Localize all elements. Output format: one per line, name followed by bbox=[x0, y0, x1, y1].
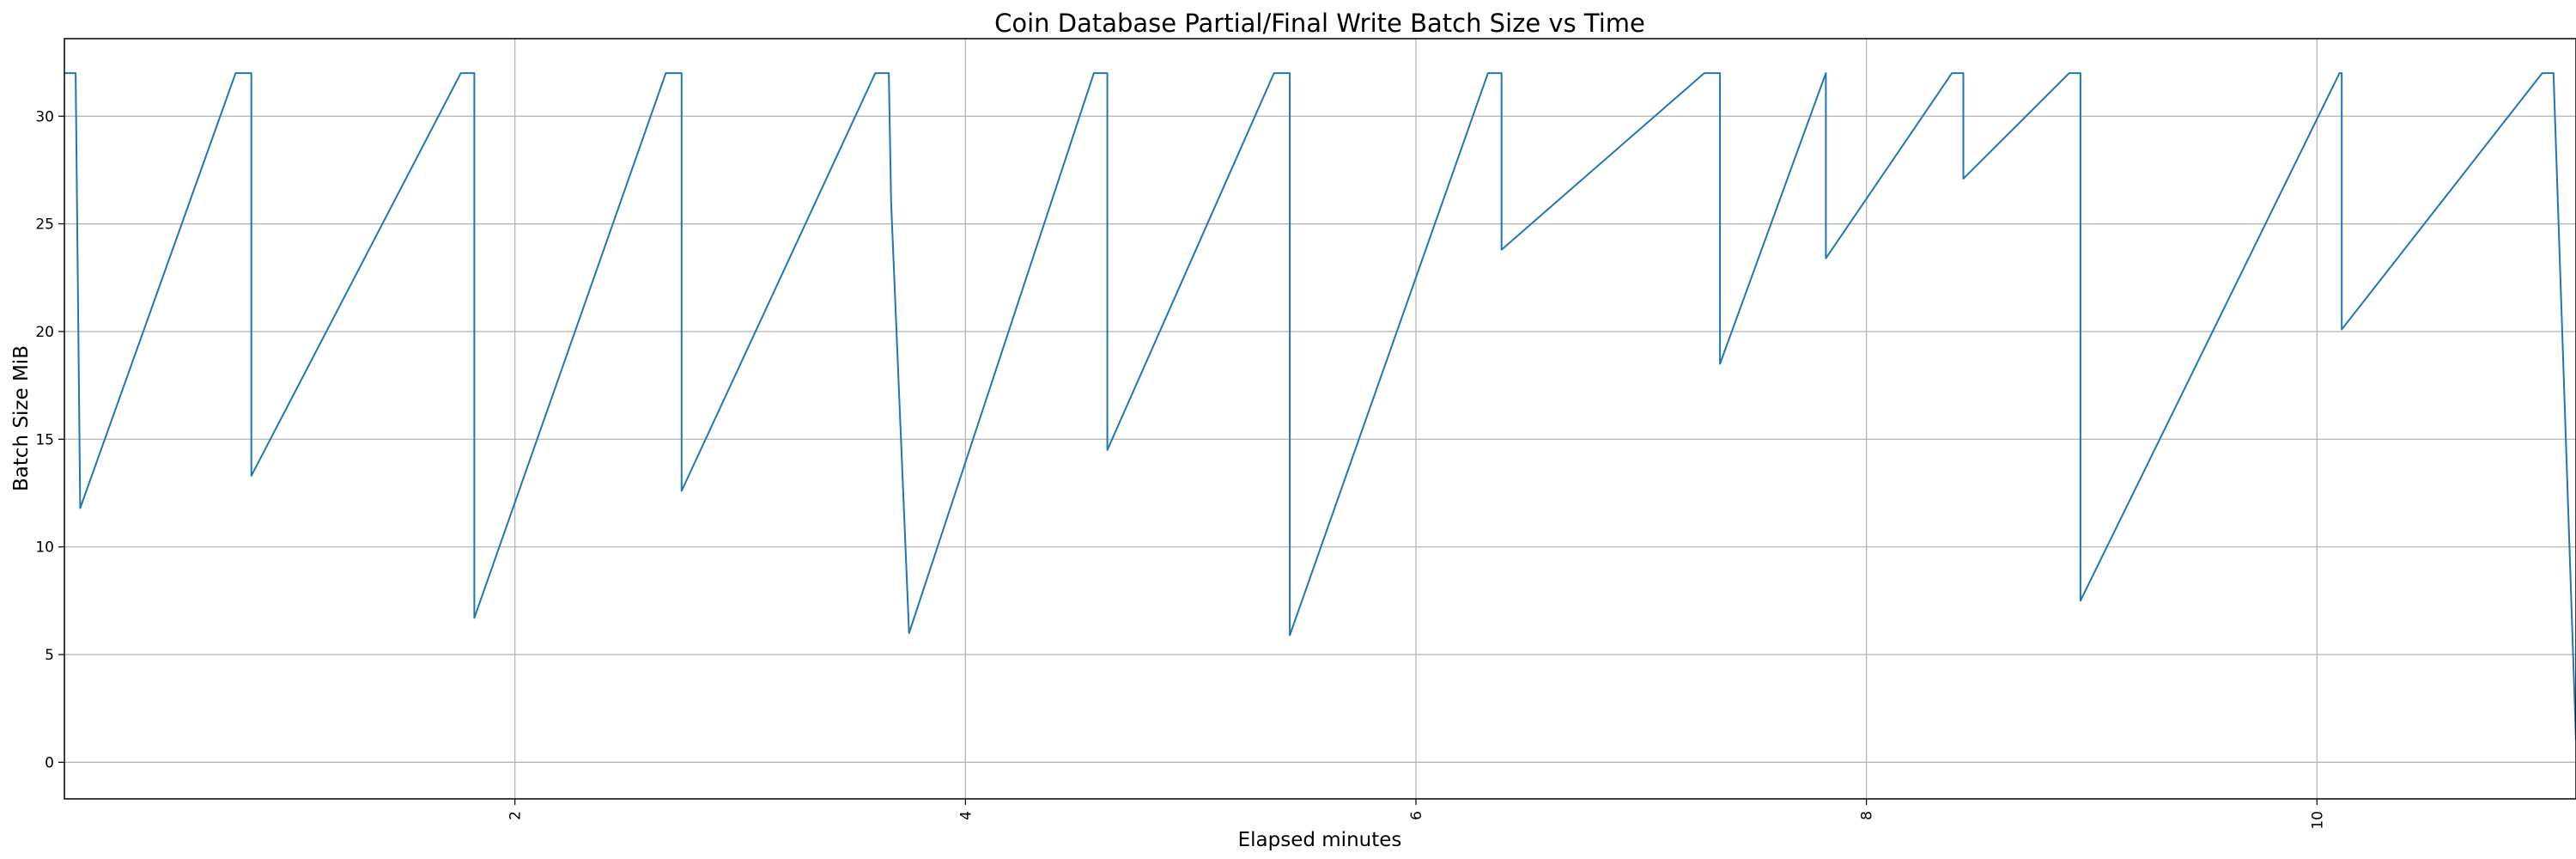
x-tick-label: 6 bbox=[1408, 811, 1425, 820]
y-tick-label: 15 bbox=[35, 431, 54, 448]
y-tick-label: 5 bbox=[45, 647, 54, 664]
plot-frame bbox=[64, 38, 2576, 800]
x-tick-label: 4 bbox=[957, 811, 975, 820]
y-axis-ticks: 0 5 10 15 20 25 30 bbox=[35, 108, 64, 771]
y-tick-label: 20 bbox=[35, 324, 54, 341]
y-tick-label: 0 bbox=[45, 754, 54, 771]
y-tick-label: 25 bbox=[35, 216, 54, 234]
y-tick-label: 30 bbox=[35, 108, 54, 125]
x-axis-ticks: 2 4 6 8 10 bbox=[507, 799, 2326, 830]
y-tick-label: 10 bbox=[35, 539, 54, 557]
x-tick-label: 10 bbox=[2309, 811, 2326, 830]
y-axis-label: Batch Size MiB bbox=[10, 345, 33, 491]
chart-title: Coin Database Partial/Final Write Batch … bbox=[994, 9, 1645, 38]
series-line bbox=[64, 72, 2576, 741]
x-tick-label: 8 bbox=[1859, 811, 1876, 820]
x-axis-label: Elapsed minutes bbox=[1238, 829, 1402, 851]
grid bbox=[64, 39, 2576, 799]
x-tick-label: 2 bbox=[507, 811, 525, 820]
plot-area bbox=[64, 72, 2576, 741]
